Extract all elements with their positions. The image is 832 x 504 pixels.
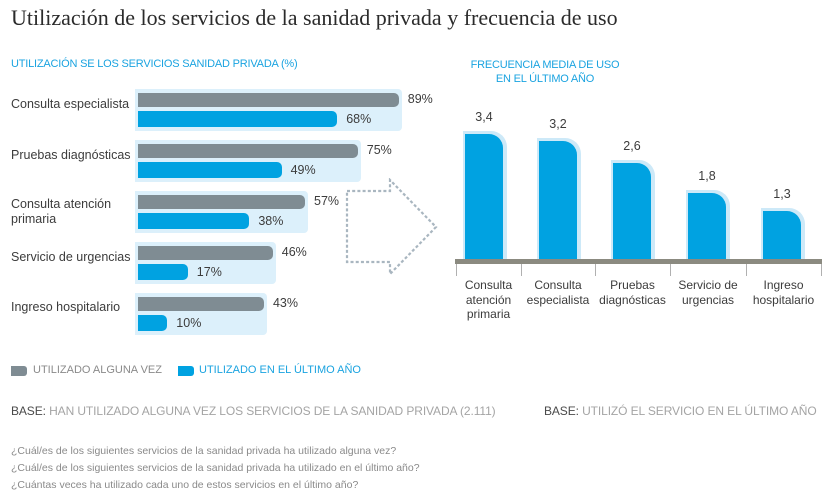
x-category-line: urgencias — [681, 292, 735, 307]
x-category-line: hospitalario — [752, 292, 815, 307]
bar-ultimo-ano — [138, 315, 168, 331]
x-category-label: Consulta especialista — [520, 278, 596, 307]
value-label-ultimo-ano: 68% — [346, 112, 372, 126]
x-category-label: Consulta atención primaria — [451, 278, 527, 322]
right-chart-title-line-1: FRECUENCIA MEDIA DE USO — [470, 59, 620, 71]
legend-label-alguna-vez: UTILIZADO ALGUNA VEZ — [33, 364, 162, 376]
dotted-right-arrow-icon — [345, 178, 438, 277]
x-category-line: especialista — [526, 292, 590, 307]
legend-swatch-ultimo-ano — [178, 366, 194, 376]
base-text: HAN UTILIZADO ALGUNA VEZ LOS SERVICIOS D… — [45, 404, 496, 418]
value-label-ultimo-ano: 49% — [290, 163, 316, 177]
x-category-line: primaria — [466, 307, 511, 321]
frequency-value-label: 1,8 — [698, 168, 716, 183]
left-chart-title: UTILIZACIÓN SE LOS SERVICIOS SANIDAD PRI… — [11, 58, 298, 70]
frequency-value-label: 3,4 — [475, 109, 493, 124]
x-category-line: Pruebas — [610, 278, 655, 292]
value-label-alguna-vez: 46% — [281, 245, 307, 259]
value-label-alguna-vez: 57% — [314, 194, 340, 208]
bar-alguna-vez — [138, 93, 399, 107]
category-label: Pruebas diagnósticas — [11, 148, 131, 162]
bar-alguna-vez — [138, 297, 264, 311]
question-3: ¿Cuántas veces ha utilizado cada uno de … — [11, 479, 359, 491]
bar-ultimo-ano — [138, 162, 282, 178]
bar-ultimo-ano — [138, 111, 338, 127]
frequency-bar — [613, 163, 651, 259]
frequency-bar — [465, 133, 503, 259]
x-category-line: Ingreso — [763, 278, 804, 292]
x-axis-tick — [456, 264, 457, 276]
value-label-alguna-vez: 89% — [407, 92, 433, 106]
category-label: Ingreso hospitalario — [11, 300, 121, 314]
x-axis-tick — [746, 264, 747, 276]
bar-ultimo-ano — [138, 213, 250, 229]
frequency-value-label: 2,6 — [623, 139, 641, 154]
frequency-value-label: 3,2 — [549, 117, 567, 132]
base-note-left: BASE: HAN UTILIZADO ALGUNA VEZ LOS SERVI… — [11, 404, 496, 418]
x-category-line: Consulta — [464, 278, 513, 292]
x-category-label: Pruebas diagnósticas — [595, 278, 671, 307]
bar-ultimo-ano — [138, 264, 188, 280]
value-label-alguna-vez: 75% — [366, 143, 392, 157]
legend-label-ultimo-ano: UTILIZADO EN EL ÚLTIMO AÑO — [199, 364, 361, 376]
x-category-label: Servicio de urgencias — [670, 278, 746, 307]
x-category-line: atención — [465, 292, 512, 307]
category-label: Servicio de urgencias — [11, 250, 131, 264]
value-label-ultimo-ano: 10% — [176, 316, 202, 330]
base-prefix: BASE: — [544, 404, 579, 418]
base-note-right: BASE: UTILIZÓ EL SERVICIO EN EL ÚLTIMO A… — [544, 404, 817, 418]
value-label-ultimo-ano: 38% — [258, 214, 284, 228]
frequency-bar — [763, 211, 801, 259]
x-category-label: Ingreso hospitalario — [746, 278, 822, 307]
base-prefix: BASE: — [11, 404, 46, 418]
right-chart-title-line-2: EN EL ÚLTIMO AÑO — [495, 73, 595, 85]
base-text: UTILIZÓ EL SERVICIO EN EL ÚLTIMO AÑO — [578, 404, 817, 418]
x-category-line: Consulta — [534, 278, 582, 292]
question-1: ¿Cuál/es de los siguientes servicios de … — [11, 445, 397, 457]
question-2: ¿Cuál/es de los siguientes servicios de … — [11, 462, 420, 474]
x-category-line: Servicio de — [678, 278, 738, 292]
bar-alguna-vez — [138, 246, 273, 260]
category-label: Consulta atención primaria — [11, 197, 112, 226]
value-label-ultimo-ano: 17% — [196, 265, 222, 279]
bar-alguna-vez — [138, 144, 358, 158]
category-label: Consulta especialista — [11, 97, 130, 111]
page-title: Utilización de los servicios de la sanid… — [11, 5, 618, 30]
frequency-bar — [688, 192, 726, 259]
x-axis-tick — [521, 264, 522, 276]
bar-alguna-vez — [138, 195, 305, 209]
x-axis — [455, 259, 822, 264]
frequency-bar — [539, 141, 577, 259]
x-axis-tick — [821, 264, 822, 276]
right-chart-title: FRECUENCIA MEDIA DE USO EN EL ÚLTIMO AÑO — [440, 58, 650, 86]
x-category-line: diagnósticas — [599, 292, 666, 307]
x-axis-tick — [595, 264, 596, 276]
value-label-alguna-vez: 43% — [272, 296, 299, 310]
x-axis-tick — [670, 264, 671, 276]
legend-swatch-alguna-vez — [11, 366, 27, 376]
frequency-value-label: 1,3 — [773, 187, 791, 202]
